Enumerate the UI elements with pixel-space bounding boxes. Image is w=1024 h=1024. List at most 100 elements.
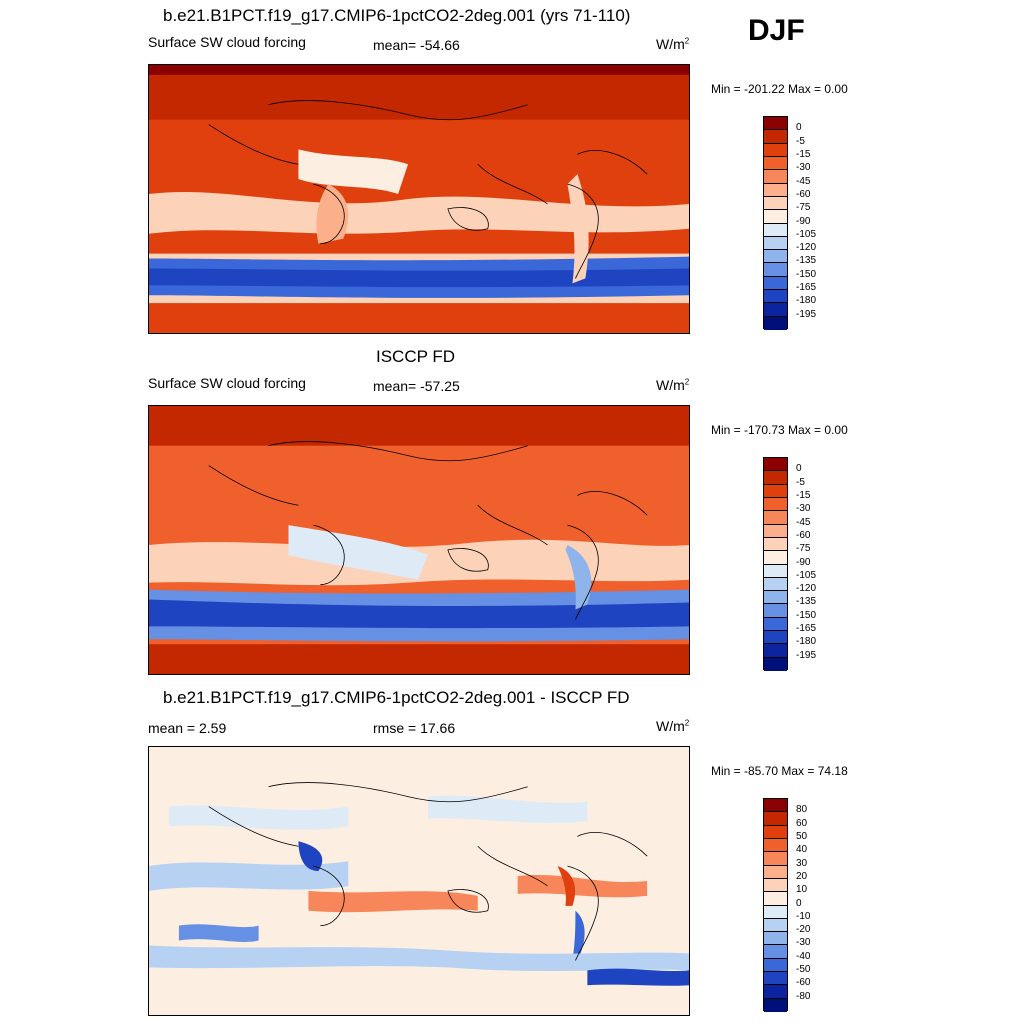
colorbar-tick-label: -120 — [796, 583, 817, 595]
colorbar-cell — [764, 812, 787, 826]
colorbar-tick-label: -60 — [796, 188, 811, 200]
colorbar-tick-label: -180 — [796, 636, 817, 648]
colorbar-cell — [764, 631, 787, 645]
colorbar-tick-label: 50 — [796, 830, 808, 842]
panel1-colorbar — [763, 116, 788, 330]
colorbar-cell — [764, 577, 787, 592]
panel1-map — [148, 64, 690, 334]
colorbar-tick-label: -105 — [796, 228, 817, 240]
panel2-title: ISCCP FD — [376, 347, 456, 366]
colorbar-tick-label: -50 — [796, 964, 811, 976]
colorbar-tick-label: -15 — [796, 148, 811, 160]
colorbar-cell — [764, 865, 787, 879]
panel3-mean-label: mean = 2.59 — [148, 720, 227, 736]
colorbar-cell — [764, 905, 787, 919]
colorbar-tick-label: -5 — [796, 476, 805, 488]
colorbar-tick-label: -90 — [796, 556, 811, 568]
colorbar-cell — [764, 143, 787, 157]
panel1-mean-label: mean= -54.66 — [373, 37, 460, 53]
colorbar-cell — [764, 878, 787, 893]
colorbar-cell — [764, 484, 787, 498]
colorbar-cell — [764, 303, 787, 317]
panel2-mean-label: mean= -57.25 — [373, 378, 460, 394]
colorbar-tick-label: -120 — [796, 242, 817, 254]
colorbar-tick-label: -90 — [796, 215, 811, 227]
colorbar-cell — [764, 852, 787, 866]
colorbar-tick-label: -45 — [796, 175, 811, 187]
colorbar-tick-label: 80 — [796, 804, 808, 816]
colorbar-cell — [764, 263, 787, 277]
panel1-title: b.e21.B1PCT.f19_g17.CMIP6-1pctCO2-2deg.0… — [163, 6, 631, 25]
colorbar-tick-label: 0 — [796, 897, 802, 909]
panel3-rmse-label: rmse = 17.66 — [373, 720, 456, 736]
colorbar-cell — [764, 537, 787, 552]
colorbar-cell — [764, 564, 787, 578]
colorbar-cell — [764, 985, 787, 999]
colorbar-cell — [764, 471, 787, 485]
colorbar-tick-label: -30 — [796, 937, 811, 949]
panel2-variable-label: Surface SW cloud forcing — [148, 375, 306, 391]
colorbar-tick-label: -80 — [796, 990, 811, 1002]
colorbar-tick-label: -195 — [796, 649, 817, 661]
colorbar-cell — [764, 196, 787, 211]
panel2-colorbar — [763, 457, 788, 671]
colorbar-cell — [764, 591, 787, 605]
colorbar-tick-label: -45 — [796, 516, 811, 528]
colorbar-tick-label: -60 — [796, 977, 811, 989]
panel1-variable-label: Surface SW cloud forcing — [148, 34, 306, 50]
colorbar-cell — [764, 511, 787, 525]
colorbar-tick-label: -20 — [796, 924, 811, 936]
colorbar-tick-label: -105 — [796, 569, 817, 581]
colorbar-tick-label: 0 — [796, 463, 802, 475]
panel1-units: W/m2 — [656, 36, 690, 52]
colorbar-cell — [764, 117, 787, 131]
colorbar-cell — [764, 236, 787, 251]
colorbar-cell — [764, 458, 787, 472]
panel3-title: b.e21.B1PCT.f19_g17.CMIP6-1pctCO2-2deg.0… — [163, 688, 630, 707]
colorbar-tick-label: 10 — [796, 884, 808, 896]
colorbar-tick-label: -165 — [796, 282, 817, 294]
colorbar-cell — [764, 958, 787, 973]
colorbar-cell — [764, 130, 787, 144]
panel2-map — [148, 405, 690, 675]
colorbar-tick-label: -30 — [796, 503, 811, 515]
colorbar-cell — [764, 276, 787, 291]
colorbar-tick-label: -150 — [796, 609, 817, 621]
colorbar-tick-label: 0 — [796, 122, 802, 134]
colorbar-cell — [764, 604, 787, 618]
colorbar-tick-label: -40 — [796, 950, 811, 962]
colorbar-tick-label: 30 — [796, 857, 808, 869]
colorbar-tick-label: -5 — [796, 135, 805, 147]
panel2-minmax: Min = -170.73 Max = 0.00 — [711, 423, 848, 437]
colorbar-cell — [764, 223, 787, 237]
colorbar-cell — [764, 617, 787, 632]
colorbar-cell — [764, 945, 787, 959]
panel1-minmax: Min = -201.22 Max = 0.00 — [711, 82, 848, 96]
colorbar-cell — [764, 316, 787, 330]
colorbar-cell — [764, 799, 787, 813]
panel3-minmax: Min = -85.70 Max = 74.18 — [711, 764, 848, 778]
panel3-map — [148, 746, 690, 1016]
colorbar-tick-label: -165 — [796, 623, 817, 635]
colorbar-tick-label: -180 — [796, 295, 817, 307]
colorbar-cell — [764, 972, 787, 986]
colorbar-cell — [764, 170, 787, 184]
colorbar-tick-label: -150 — [796, 268, 817, 280]
colorbar-tick-label: -135 — [796, 596, 817, 608]
colorbar-tick-label: -60 — [796, 529, 811, 541]
colorbar-tick-label: -75 — [796, 202, 811, 214]
panel3-units: W/m2 — [656, 718, 690, 734]
colorbar-tick-label: -135 — [796, 255, 817, 267]
colorbar-cell — [764, 892, 787, 906]
panel2-units: W/m2 — [656, 377, 690, 393]
colorbar-cell — [764, 497, 787, 512]
colorbar-cell — [764, 250, 787, 264]
colorbar-cell — [764, 825, 787, 839]
colorbar-tick-label: -30 — [796, 162, 811, 174]
season-label: DJF — [748, 14, 805, 47]
colorbar-cell — [764, 644, 787, 658]
colorbar-tick-label: 20 — [796, 870, 808, 882]
colorbar-cell — [764, 838, 787, 853]
colorbar-tick-label: -195 — [796, 308, 817, 320]
colorbar-tick-label: -75 — [796, 543, 811, 555]
